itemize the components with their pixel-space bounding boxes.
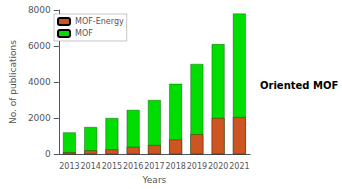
svg-text:2015: 2015 (102, 162, 122, 171)
svg-text:2021: 2021 (229, 162, 249, 171)
svg-text:2013: 2013 (59, 162, 79, 171)
svg-text:No. of publications: No. of publications (8, 40, 18, 124)
svg-text:MOF: MOF (75, 29, 93, 38)
svg-text:2016: 2016 (123, 162, 143, 171)
svg-text:2018: 2018 (165, 162, 185, 171)
svg-text:2019: 2019 (187, 162, 207, 171)
svg-text:Years: Years (142, 175, 167, 185)
svg-text:2014: 2014 (80, 162, 100, 171)
svg-text:4000: 4000 (28, 77, 51, 87)
svg-text:2020: 2020 (208, 162, 228, 171)
svg-text:MOF-Energy: MOF-Energy (75, 17, 124, 26)
svg-text:2000: 2000 (28, 113, 51, 123)
svg-text:0: 0 (45, 149, 51, 159)
svg-text:6000: 6000 (28, 41, 51, 51)
svg-text:2017: 2017 (144, 162, 164, 171)
svg-text:Oriented MOF: Oriented MOF (260, 80, 338, 91)
svg-text:8000: 8000 (28, 5, 51, 15)
